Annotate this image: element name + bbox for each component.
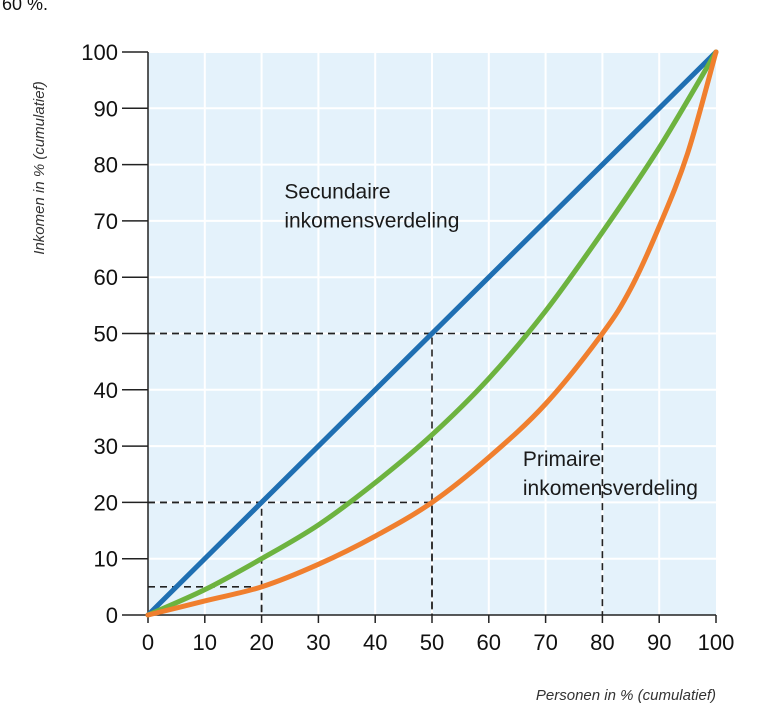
x-tick-label: 10 [193,630,217,655]
annotation-line: inkomensverdeling [523,477,698,500]
x-tick-label: 40 [363,630,387,655]
x-tick-label: 70 [533,630,557,655]
series-line-equality [145,49,719,618]
annotation-secondary_label: Secundaire inkomensverdeling [284,180,459,232]
y-tick-label: 60 [94,265,118,290]
y-tick-label: 20 [94,490,118,515]
series-line-secondary [145,49,719,618]
x-tick-label: 80 [590,630,614,655]
top-text-fragment: 60 %. [2,0,48,14]
y-tick-label: 30 [94,434,118,459]
y-tick-label: 70 [94,209,118,234]
annotation-line: Primaire [523,448,601,471]
annotation-line: inkomensverdeling [284,209,459,232]
annotation-primary_label: Primaire inkomensverdeling [523,448,698,500]
x-tick-label: 100 [698,630,735,655]
tick-labels: 0 10 20 30 40 50 60 70 80 90 100 0 10 20 30 40 50 60 70 80 9… [81,40,734,655]
x-tick-label: 90 [647,630,671,655]
reference-dashed-line [148,332,604,615]
x-tick-label: 60 [477,630,501,655]
x-axis-title: Personen in % (cumulatief) [536,687,716,704]
x-tick-label: 20 [249,630,273,655]
y-tick-label: 80 [94,153,118,178]
y-tick-label: 100 [81,40,118,65]
y-tick-label: 50 [94,322,118,347]
annotations: Secundaire inkomensverdeling Primaire inkom… [284,180,698,499]
y-tick-label: 10 [94,547,118,572]
annotation-line: Secundaire [284,180,390,203]
y-tick-label: 40 [94,378,118,403]
y-tick-label: 0 [106,603,118,628]
series-lines [145,49,719,618]
series-line-primary [145,49,719,618]
x-tick-label: 30 [306,630,330,655]
y-tick-label: 90 [94,96,118,121]
y-axis-title: Inkomen in % (cumulatief) [31,81,48,254]
x-tick-label: 50 [420,630,444,655]
x-tick-label: 0 [142,630,154,655]
